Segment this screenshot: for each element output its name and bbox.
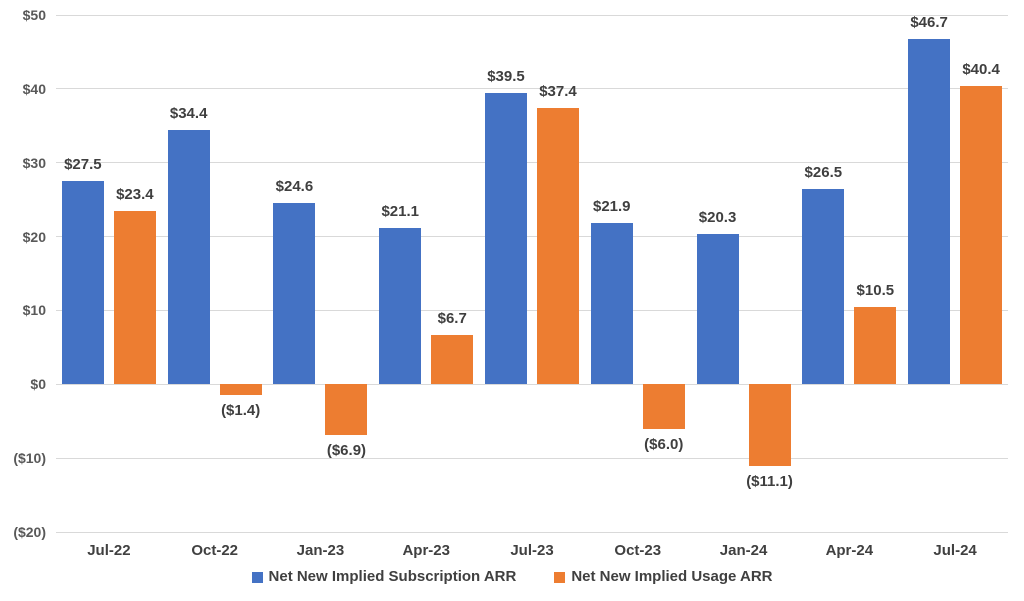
y-axis-tick: $50 — [22, 7, 46, 23]
gridline — [56, 88, 1008, 90]
x-axis-label-jan-24: Jan-24 — [719, 542, 768, 559]
gridline — [56, 309, 1008, 311]
y-axis-tick: $10 — [22, 302, 46, 319]
gridline — [56, 531, 1008, 533]
data-label-usage-apr-23: $6.7 — [437, 309, 467, 327]
y-axis-tick: $0 — [30, 376, 46, 393]
y-axis-tick: ($10) — [13, 450, 46, 467]
legend-item-subscription: Net New Implied Subscription ARR — [251, 568, 517, 586]
data-label-usage-oct-23: ($6.0) — [644, 435, 684, 453]
data-label-subscription-apr-23: $21.1 — [381, 203, 419, 221]
y-axis-tick: $30 — [22, 154, 46, 171]
x-axis-label-apr-23: Apr-23 — [402, 542, 450, 559]
bar-usage-jul-22 — [113, 211, 156, 385]
data-label-usage-jul-23: $37.4 — [539, 83, 577, 101]
x-axis-label-jul-22: Jul-22 — [87, 542, 131, 559]
bar-subscription-jan-23 — [273, 202, 316, 385]
legend-label-subscription: Net New Implied Subscription ARR — [268, 568, 517, 585]
data-label-subscription-jan-24: $20.3 — [698, 209, 737, 227]
x-axis-label-jul-23: Jul-23 — [510, 542, 554, 559]
data-label-subscription-oct-22: $34.4 — [169, 105, 208, 123]
data-label-usage-jan-23: ($6.9) — [326, 442, 367, 460]
gridline — [56, 14, 1008, 16]
gridline — [56, 236, 1008, 238]
legend: Net New Implied Subscription ARR Net New … — [0, 568, 1024, 586]
legend-label-usage: Net New Implied Usage ARR — [571, 568, 773, 585]
bar-usage-oct-23 — [642, 384, 685, 429]
bar-subscription-jul-23 — [485, 92, 527, 385]
bar-usage-jul-24 — [960, 85, 1003, 385]
bar-subscription-jul-24 — [908, 39, 951, 385]
bar-subscription-jul-22 — [61, 181, 104, 385]
gridline — [56, 457, 1008, 459]
bar-usage-oct-22 — [219, 384, 262, 395]
data-label-usage-apr-24: $10.5 — [856, 281, 895, 299]
bar-subscription-apr-23 — [379, 228, 422, 385]
data-label-subscription-jul-24: $46.7 — [910, 14, 948, 32]
legend-marker-subscription — [251, 571, 263, 583]
data-label-subscription-oct-23: $21.9 — [592, 197, 631, 215]
bar-usage-jan-24 — [748, 384, 791, 467]
x-axis-label-jul-24: Jul-24 — [933, 542, 977, 559]
y-axis-tick: ($20) — [13, 524, 46, 540]
bar-subscription-oct-23 — [590, 222, 633, 385]
data-label-subscription-apr-24: $26.5 — [804, 163, 843, 181]
x-axis-label-apr-24: Apr-24 — [825, 542, 874, 559]
legend-marker-usage — [554, 571, 566, 583]
bar-usage-jul-23 — [537, 108, 579, 385]
bar-usage-apr-24 — [854, 306, 897, 385]
data-label-usage-jul-22: $23.4 — [116, 186, 154, 204]
data-label-usage-jul-24: $40.4 — [962, 60, 1000, 78]
bar-usage-jan-23 — [325, 384, 368, 436]
legend-item-usage: Net New Implied Usage ARR — [554, 568, 772, 586]
bar-subscription-oct-22 — [167, 130, 210, 385]
data-label-usage-jan-24: ($11.1) — [746, 473, 793, 491]
data-label-usage-oct-22: ($1.4) — [221, 401, 261, 419]
gridline — [56, 162, 1008, 164]
y-axis-tick: $40 — [22, 80, 46, 97]
bar-usage-apr-23 — [431, 334, 474, 385]
data-label-subscription-jan-23: $24.6 — [275, 177, 314, 195]
x-axis-label-oct-23: Oct-23 — [614, 542, 662, 559]
x-axis-label-oct-22: Oct-22 — [191, 542, 238, 559]
gridline — [56, 383, 1008, 385]
bar-subscription-jan-24 — [696, 234, 739, 385]
x-axis-label-jan-23: Jan-23 — [296, 542, 345, 559]
y-axis-tick: $20 — [22, 228, 46, 245]
data-label-subscription-jul-22: $27.5 — [64, 156, 102, 174]
data-label-subscription-jul-23: $39.5 — [487, 67, 525, 85]
bar-subscription-apr-24 — [802, 188, 845, 385]
